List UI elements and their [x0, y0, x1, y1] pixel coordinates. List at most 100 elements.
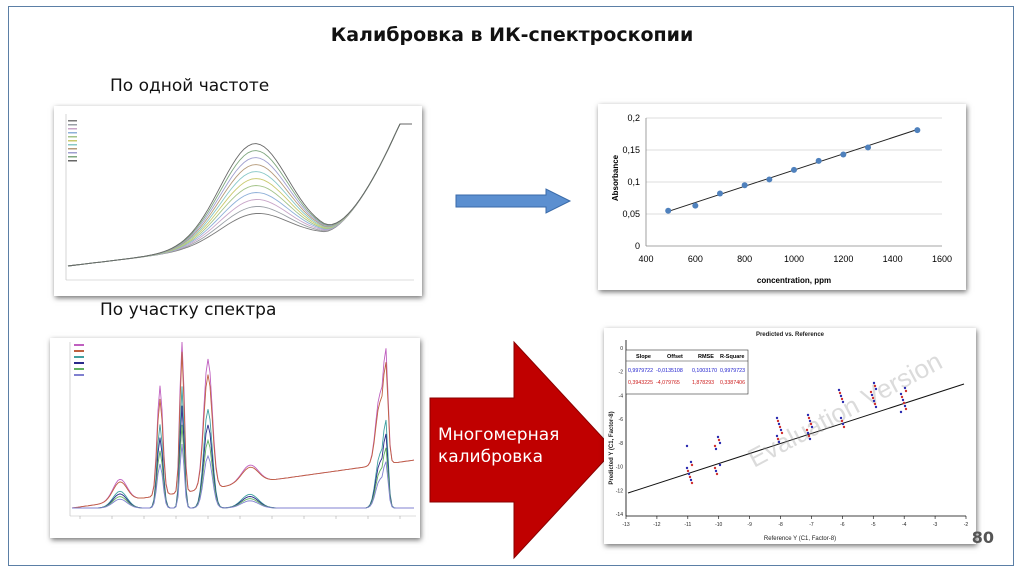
pls-data-point: [779, 428, 783, 432]
legend-swatch: [68, 156, 77, 158]
pls-y-tick-label: 0: [620, 346, 623, 352]
x-tick-label: 1200: [833, 254, 853, 264]
pls-row1-offset: -0,0135108: [656, 368, 683, 374]
pls-data-point: [808, 437, 812, 441]
pls-data-point: [776, 437, 780, 441]
x-tick-label: 800: [737, 254, 752, 264]
slide-title: Калибровка в ИК-спектроскопии: [330, 24, 694, 46]
x-tick-label: 600: [688, 254, 703, 264]
page-number: 80: [971, 528, 994, 547]
pls-data-point: [838, 391, 842, 395]
pls-data-point: [873, 402, 877, 406]
pls-data-point: [841, 400, 845, 404]
pls-x-tick-label: -10: [715, 522, 722, 528]
data-point: [692, 202, 699, 209]
legend-swatch: [68, 152, 77, 154]
pls-data-point: [715, 472, 719, 476]
pls-data-point: [839, 394, 843, 398]
pls-header-rmse: RMSE: [698, 354, 714, 360]
spectrum-line: [67, 123, 412, 267]
x-axis-label: concentration, ppm: [757, 276, 831, 285]
pls-y-tick-label: -4: [619, 393, 624, 399]
legend-swatch: [68, 128, 77, 130]
pls-x-tick-label: -13: [622, 522, 629, 528]
pls-title: Predicted vs. Reference: [756, 332, 825, 338]
pls-y-tick-label: -6: [619, 417, 624, 423]
data-point: [815, 157, 822, 164]
pls-data-point: [714, 469, 718, 473]
pls-data-point: [809, 422, 813, 426]
spectrum-line: [67, 123, 412, 267]
pls-data-point: [807, 416, 811, 420]
pls-data-point: [716, 435, 720, 439]
pls-data-point: [870, 393, 874, 397]
pls-data-point: [869, 390, 873, 394]
x-tick-label: 1600: [932, 254, 952, 264]
y-tick-label: 0,1: [627, 177, 640, 187]
pls-data-point: [808, 419, 812, 423]
pls-data-point: [873, 384, 877, 388]
legend-swatch: [68, 132, 77, 134]
pls-data-point: [775, 434, 779, 438]
pls-data-point: [899, 392, 903, 396]
pls-y-label: Predicted Y (C1, Factor-8): [609, 411, 615, 484]
legend-swatch: [68, 160, 77, 162]
pls-panel: Predicted vs. Reference Predicted Y (C1,…: [604, 328, 976, 544]
data-point: [791, 166, 797, 173]
data-point: [665, 207, 672, 214]
pls-row2-rmse: 1,878293: [692, 380, 714, 386]
pls-data-point: [903, 404, 907, 408]
spectra-panel-single-frequency: [54, 106, 422, 296]
spectrum-line: [67, 123, 412, 267]
blue-arrow: [455, 188, 572, 214]
legend-swatch: [68, 148, 77, 150]
pls-data-point: [837, 388, 841, 392]
data-point: [741, 182, 748, 189]
pls-x-tick-label: -12: [653, 522, 660, 528]
spectrum-line: [67, 123, 412, 267]
legend-swatch: [74, 368, 84, 370]
pls-x-tick-label: -7: [809, 522, 814, 528]
pls-data-point: [842, 425, 846, 429]
pls-data-point: [902, 401, 906, 405]
y-tick-label: 0: [635, 241, 640, 251]
pls-data-point: [874, 405, 878, 409]
label-single-frequency: По одной частоте: [110, 76, 270, 96]
pls-data-point: [718, 463, 722, 467]
legend-swatch: [68, 120, 77, 122]
data-point: [840, 151, 847, 158]
pls-data-point: [685, 466, 689, 470]
pls-data-point: [777, 440, 781, 444]
pls-data-point: [839, 416, 843, 420]
y-tick-label: 0,15: [622, 145, 640, 155]
legend-swatch: [74, 374, 84, 376]
pls-data-point: [690, 463, 694, 467]
pls-data-point: [686, 469, 690, 473]
pls-data-point: [901, 398, 905, 402]
spectrum-line: [67, 123, 412, 267]
data-point: [914, 127, 921, 134]
legend-swatch: [74, 344, 84, 346]
spectrum-line: [67, 123, 412, 267]
legend-swatch: [74, 362, 84, 364]
pls-x-tick-label: -6: [840, 522, 845, 528]
calibration-chart-panel: 0 0,05 0,1 0,15 0,2 400 600 800 1000 1200 1400 1600…: [598, 104, 966, 290]
pls-data-point: [713, 444, 717, 448]
red-arrow: [429, 340, 615, 560]
spectra-panel-region: [50, 338, 420, 538]
pls-data-point: [805, 428, 809, 432]
pls-x-tick-label: -2: [964, 522, 969, 528]
pls-plot: Predicted vs. Reference Predicted Y (C1,…: [609, 332, 969, 542]
pls-data-point: [690, 481, 694, 485]
legend-swatch: [68, 136, 77, 138]
pls-y-tick-label: -12: [616, 488, 623, 494]
pls-data-point: [776, 419, 780, 423]
slide-frame: [8, 6, 1014, 566]
pls-data-point: [872, 381, 876, 385]
pls-data-point: [840, 419, 844, 423]
pls-header-rsquare: R-Square: [720, 354, 744, 360]
pls-row2-offset: -4,079765: [656, 380, 680, 386]
pls-data-point: [806, 413, 810, 417]
spectra-plot-single: [65, 114, 414, 281]
pls-data-point: [904, 389, 908, 393]
